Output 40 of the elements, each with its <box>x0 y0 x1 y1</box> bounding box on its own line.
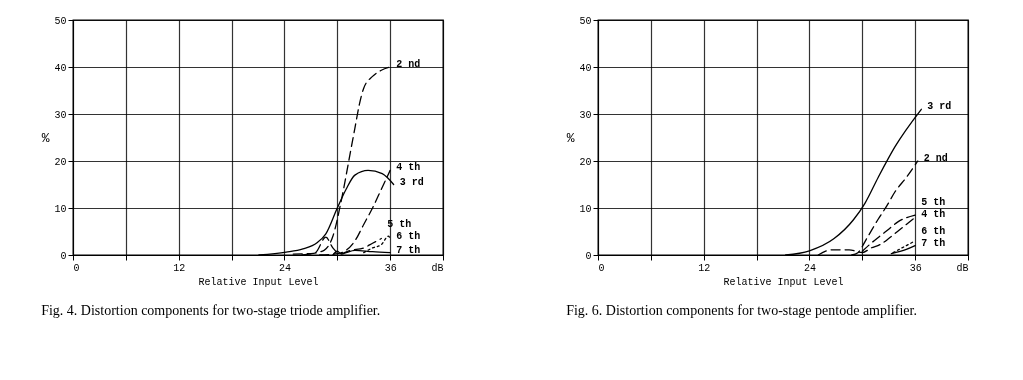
x-tick-label: 36 <box>909 262 922 274</box>
y-tick-label: 10 <box>579 203 592 215</box>
series-label: 3 rd <box>927 101 952 113</box>
y-tick-label: 50 <box>54 15 67 27</box>
series-label: 5 th <box>921 197 946 209</box>
series-label: 3 rd <box>399 176 424 188</box>
series-label: 7 th <box>396 244 421 256</box>
x-tick-label: 36 <box>384 262 397 274</box>
text: Fig. 6. Distortion components for two-stage pentode amplifier. <box>566 303 917 318</box>
y-tick-label: 10 <box>54 203 67 215</box>
series-label: 7 th <box>921 237 946 249</box>
y-tick-label: 40 <box>579 62 592 74</box>
y-tick-label: 50 <box>579 15 592 27</box>
x-tick-label: dB <box>431 262 444 274</box>
text: Fig. 4. Distortion components for two-stage triode amplifier. <box>41 303 381 318</box>
y-tick-label: 40 <box>54 62 67 74</box>
series-label: 6 th <box>396 230 421 242</box>
y-axis-title: % <box>566 131 575 146</box>
y-axis-title: % <box>41 131 50 146</box>
x-tick-label: 12 <box>173 262 186 274</box>
x-tick-label: 0 <box>598 262 605 274</box>
y-tick-label: 0 <box>585 250 592 262</box>
series-label: 2 nd <box>396 59 421 70</box>
series-label: 4 th <box>396 162 421 174</box>
y-tick-label: 0 <box>60 250 67 262</box>
series-label: 4 th <box>921 209 946 221</box>
x-axis-title: Relative Input Level <box>198 276 319 288</box>
x-tick-label: dB <box>956 262 969 274</box>
x-tick-label: 24 <box>278 262 291 274</box>
x-tick-label: 24 <box>803 262 816 274</box>
y-tick-label: 20 <box>579 156 592 168</box>
x-tick-label: 0 <box>73 262 80 274</box>
series-label: 5 th <box>387 218 412 230</box>
y-tick-label: 30 <box>579 109 592 121</box>
series-label: 2 nd <box>923 153 948 164</box>
x-axis-title: Relative Input Level <box>723 276 844 288</box>
y-tick-label: 20 <box>54 156 67 168</box>
series-label: 6 th <box>921 225 946 237</box>
x-tick-label: 12 <box>698 262 711 274</box>
y-tick-label: 30 <box>54 109 67 121</box>
